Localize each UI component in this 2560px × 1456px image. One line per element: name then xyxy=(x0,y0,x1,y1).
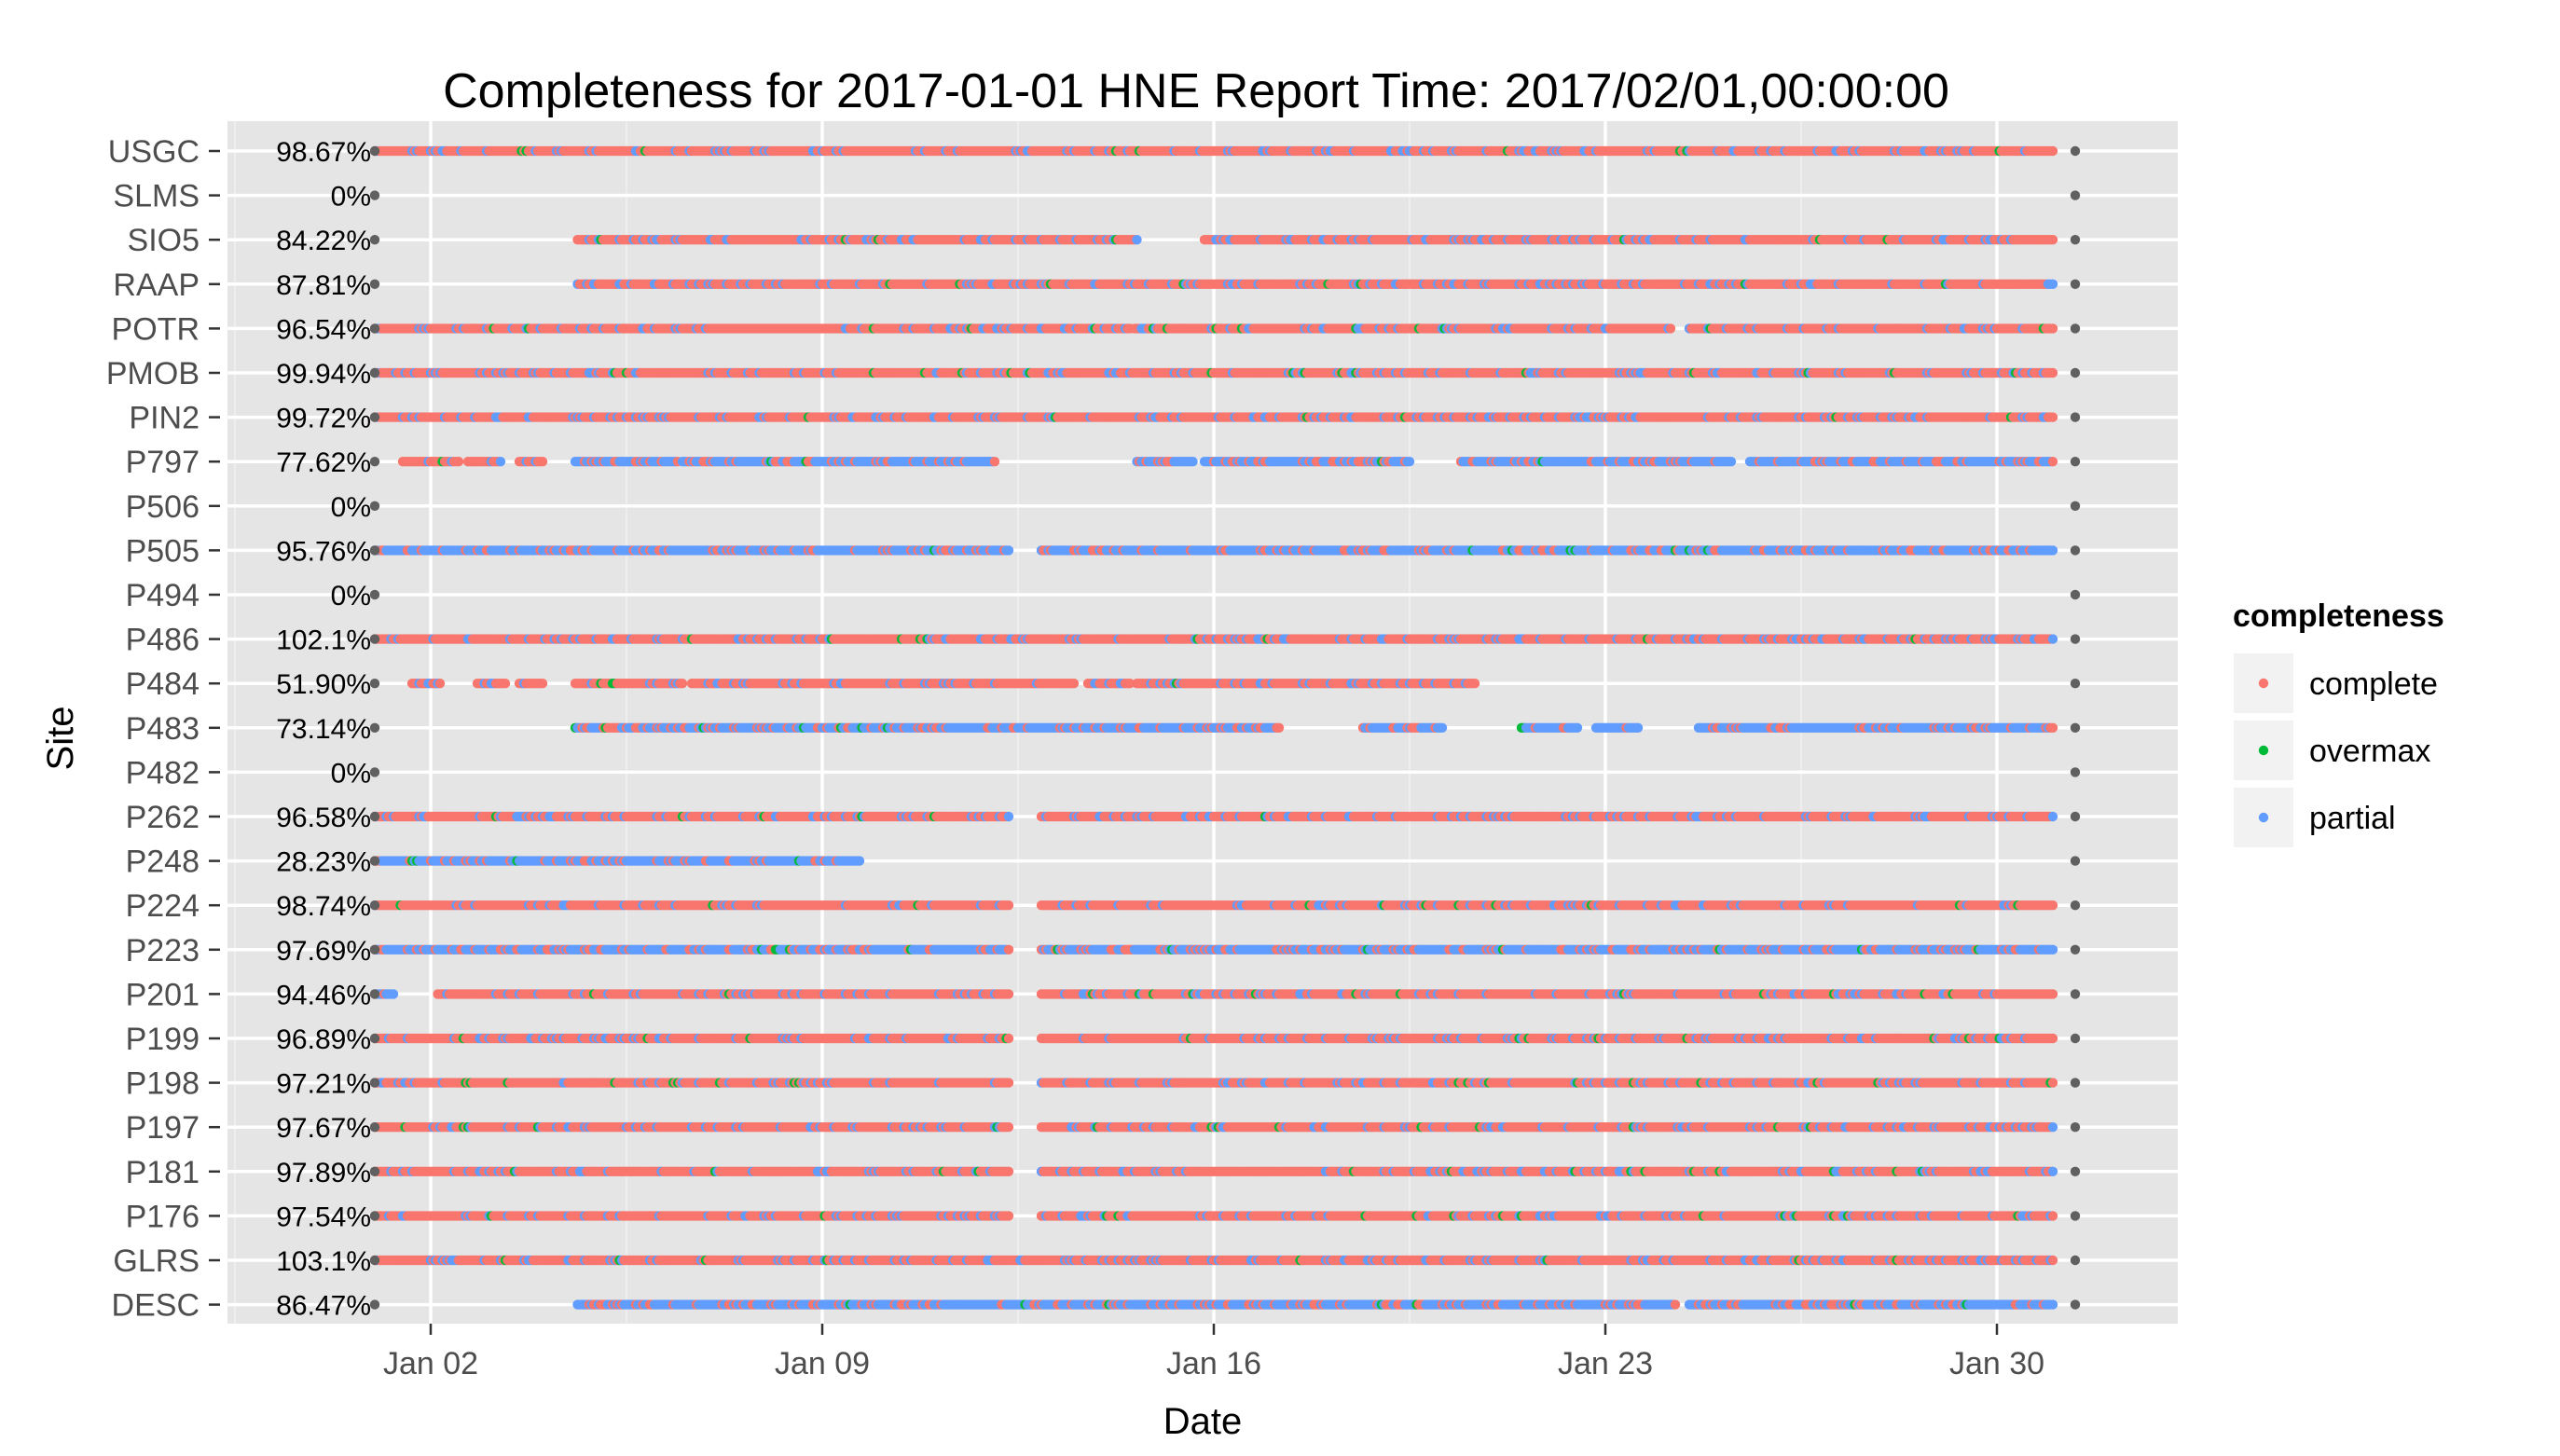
data-point xyxy=(1726,457,1737,467)
plot-background xyxy=(227,121,2178,1324)
data-points xyxy=(369,145,2058,1310)
data-point xyxy=(1665,323,1676,334)
data-point xyxy=(2047,145,2058,157)
data-point xyxy=(2047,279,2058,289)
data-point xyxy=(1404,457,1415,467)
data-point xyxy=(989,457,1000,467)
data-point xyxy=(2047,323,2058,334)
data-point xyxy=(453,457,464,467)
data-point xyxy=(495,457,506,467)
data-point xyxy=(2047,367,2058,378)
data-point xyxy=(2047,412,2058,422)
data-point xyxy=(2047,235,2058,245)
data-point xyxy=(2047,457,2058,467)
chart-title: Completeness for 2017-01-01 HNE Report T… xyxy=(443,64,1949,118)
plot-panel xyxy=(227,121,2178,1324)
data-point xyxy=(1188,457,1198,467)
data-point xyxy=(537,457,548,467)
data-point xyxy=(1132,235,1142,245)
